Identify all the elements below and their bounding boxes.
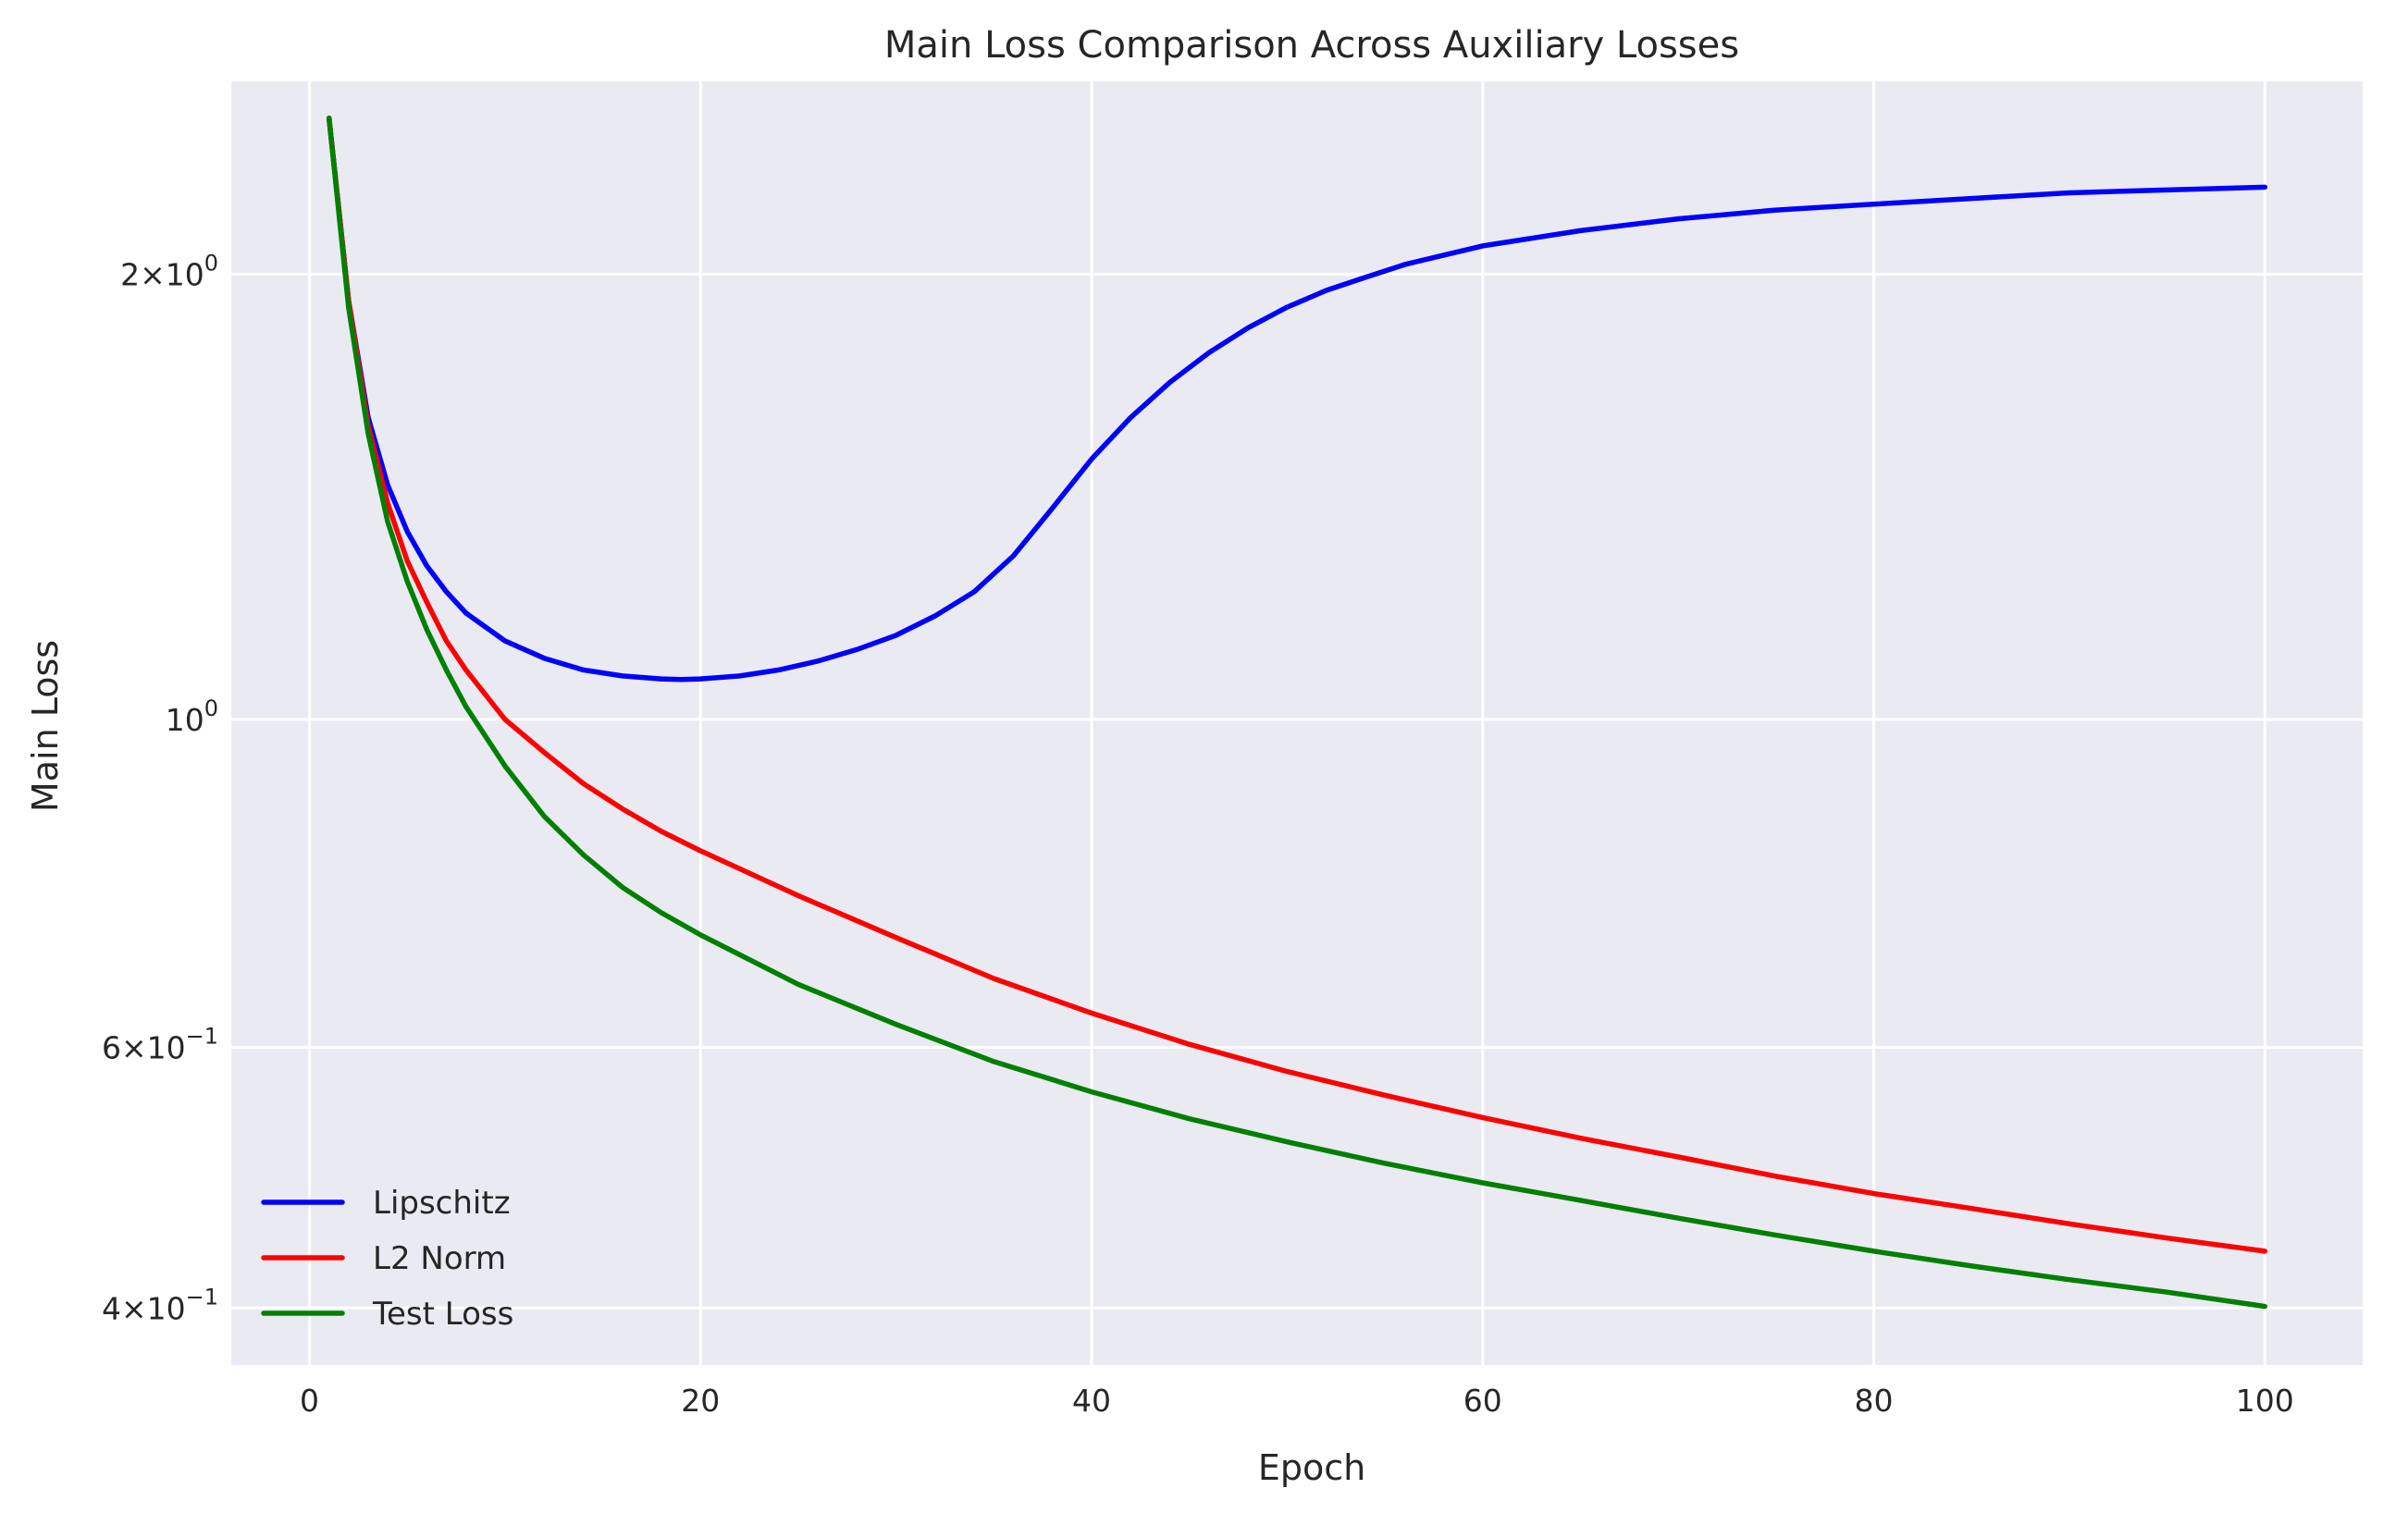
y-tick-ten: 10 [147,1290,186,1326]
y-tick-times: × [121,1030,147,1066]
legend-label: Test Loss [372,1296,513,1333]
y-tick-base: 2 [120,256,140,292]
y-tick-times: × [140,256,166,292]
series-lines [326,115,2268,1310]
y-tick-exponent: −1 [186,1284,218,1310]
x-tick-label: 60 [1463,1383,1502,1419]
y-tick-times: × [121,1290,147,1326]
y-tick-base: 4 [102,1290,121,1326]
x-axis-label: Epoch [1258,1447,1365,1488]
x-tick-labels: 0 20 40 60 80 100 [300,1383,2294,1419]
y-tick-exponent: −1 [186,1024,218,1050]
series-line-l2-norm [326,115,2268,1254]
x-tick-label: 40 [1072,1383,1111,1419]
legend-label: Lipschitz [373,1185,511,1222]
x-tick-label: 0 [300,1383,319,1419]
y-tick-ten: 10 [166,702,204,738]
legend: Lipschitz L2 Norm Test Loss [261,1185,513,1333]
y-tick-ten: 10 [166,256,204,292]
y-tick-label: 100 [166,695,218,738]
series-line-lipschitz [326,115,2268,683]
y-tick-label: 2×100 [120,250,218,292]
x-tick-label: 80 [1855,1383,1894,1419]
y-tick-ten: 10 [147,1030,186,1066]
x-tick-label: 20 [681,1383,720,1419]
chart-title: Main Loss Comparison Across Auxiliary Lo… [884,24,1739,67]
y-tick-exponent: 0 [204,250,218,276]
y-tick-base: 6 [102,1030,121,1066]
y-tick-exponent: 0 [204,695,218,721]
legend-label: L2 Norm [373,1240,506,1277]
series-line-test-loss [326,115,2268,1310]
x-tick-label: 100 [2236,1383,2294,1419]
y-tick-label: 6×10−1 [102,1024,218,1066]
y-grid [231,272,2363,1310]
y-axis-label: Main Loss [25,640,66,812]
plot-area [231,81,2363,1365]
y-tick-label: 4×10−1 [102,1284,218,1326]
x-grid [308,81,2266,1365]
